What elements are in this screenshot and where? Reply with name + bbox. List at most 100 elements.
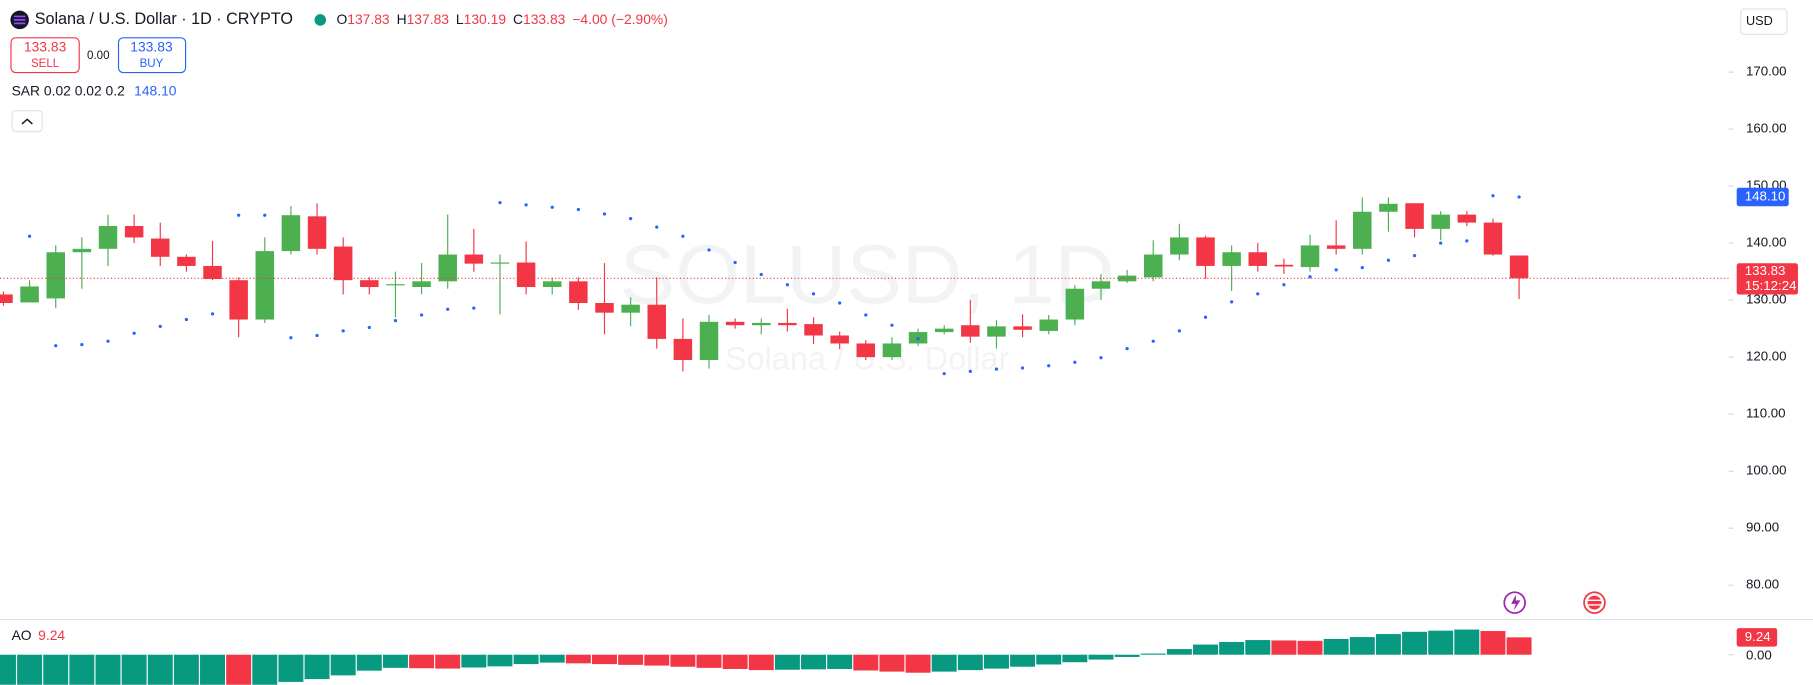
- candle-body: [360, 280, 379, 288]
- candle-body: [333, 246, 353, 281]
- ao-legend-value: 9.24: [38, 627, 65, 643]
- buy-price[interactable]: 133.83: [130, 38, 173, 54]
- y-tick-label: 80.00: [1746, 577, 1779, 592]
- sar-dot: [576, 207, 580, 212]
- sar-dot: [629, 216, 633, 221]
- candle-body: [961, 325, 980, 337]
- ao-bar: [173, 654, 199, 685]
- candle-body: [934, 328, 954, 333]
- ao-bar: [1323, 638, 1349, 655]
- candle-body: [647, 304, 666, 339]
- ao-bar: [435, 654, 461, 669]
- candle-body: [987, 326, 1006, 337]
- collapse-button[interactable]: [11, 110, 43, 133]
- candle-body: [856, 343, 876, 358]
- sar-dot: [158, 324, 162, 328]
- ao-bar: [0, 654, 16, 685]
- sell-label[interactable]: SELL: [31, 58, 60, 70]
- ohlc: O137.83 H137.83 L130.19 C133.83 −4.00 (−2.90…: [336, 11, 667, 27]
- sar-dot: [1073, 360, 1077, 364]
- y-tick-label: 100.00: [1746, 463, 1787, 478]
- ao-bar: [1062, 654, 1088, 663]
- ao-bar: [1402, 631, 1428, 655]
- ao-bar: [1506, 637, 1532, 655]
- ao-bar: [356, 654, 382, 671]
- ao-bar: [278, 654, 304, 682]
- ao-bar: [983, 654, 1009, 669]
- candle-body: [1065, 288, 1085, 320]
- sar-dot: [315, 333, 319, 338]
- ao-pane: [0, 629, 1532, 685]
- ao-bar: [461, 654, 487, 668]
- sar-tag-label: 148.10: [1745, 188, 1786, 203]
- c-value: 133.83: [523, 11, 566, 27]
- sar-dot: [289, 336, 293, 340]
- candle-body: [177, 256, 196, 266]
- sar-dot: [655, 225, 659, 229]
- event-icon-bolt: [1511, 594, 1521, 611]
- candle-body: [595, 302, 614, 313]
- sar-dot: [1099, 356, 1103, 360]
- candle-body: [1039, 319, 1058, 331]
- sar-dot: [1230, 300, 1234, 304]
- ao-bar: [853, 654, 879, 671]
- sar-dot: [707, 248, 711, 252]
- ao-bar: [1428, 630, 1454, 655]
- currency[interactable]: USD: [1746, 13, 1773, 28]
- buy-label[interactable]: BUY: [140, 58, 164, 70]
- buy-button[interactable]: [117, 37, 187, 74]
- sell-price[interactable]: 133.83: [24, 38, 67, 54]
- sar-dot: [367, 325, 371, 330]
- y-tick-label: 120.00: [1746, 349, 1787, 364]
- ao-legend: AO: [12, 627, 32, 643]
- candle-body: [516, 262, 536, 288]
- sar-dot: [472, 306, 476, 310]
- spread: 0.00: [87, 50, 109, 62]
- price-pane: [0, 194, 1729, 376]
- sar-dot: [1491, 194, 1495, 198]
- symbol-icon-lines: [13, 15, 26, 25]
- sar-dot: [1020, 366, 1025, 370]
- ao-bar: [1010, 654, 1036, 667]
- sar-dot: [1282, 283, 1286, 287]
- economic-event-stripes: [1587, 599, 1602, 606]
- ao-bar: [382, 654, 408, 668]
- ao-tag-label: 9.24: [1745, 629, 1771, 644]
- sar-legend: SAR 0.02 0.02 0.2: [12, 82, 126, 98]
- sar-dot: [106, 339, 110, 343]
- ao-bar: [1271, 640, 1297, 655]
- watermark: SOLUSD, 1D: [620, 228, 1115, 321]
- sar-dot: [132, 331, 136, 335]
- candle-body: [1091, 281, 1111, 289]
- y-tick-label: 160.00: [1746, 121, 1787, 136]
- ao-bar: [1088, 654, 1114, 660]
- sar-dot: [864, 313, 868, 317]
- sar-dot: [759, 272, 763, 277]
- ao-bar: [1166, 649, 1192, 655]
- sar-dot: [1465, 239, 1469, 243]
- ao-bar: [592, 654, 617, 665]
- candle-body: [46, 252, 65, 299]
- candle-body: [699, 321, 719, 361]
- candle-body: [1326, 245, 1346, 249]
- h-value: 137.83: [407, 11, 450, 27]
- candle-body: [882, 343, 902, 358]
- ao-bar: [905, 654, 931, 673]
- last-price-tag: [1736, 263, 1798, 295]
- sell-button[interactable]: [10, 37, 80, 74]
- candle-body: [542, 281, 562, 288]
- candle-body: [1431, 214, 1450, 229]
- candle-body: [124, 226, 144, 238]
- sar-dot: [838, 301, 842, 305]
- ao-bar: [1140, 653, 1166, 655]
- sar-dot: [890, 323, 894, 327]
- candle-body: [1117, 275, 1137, 282]
- candle-body: [804, 324, 823, 336]
- ao-bar: [200, 654, 226, 685]
- ao-bar: [121, 654, 147, 685]
- o-value: 137.83: [347, 11, 390, 27]
- sar-tag: [1736, 187, 1789, 207]
- currency-button[interactable]: [1740, 8, 1788, 35]
- candle-body: [1196, 237, 1215, 266]
